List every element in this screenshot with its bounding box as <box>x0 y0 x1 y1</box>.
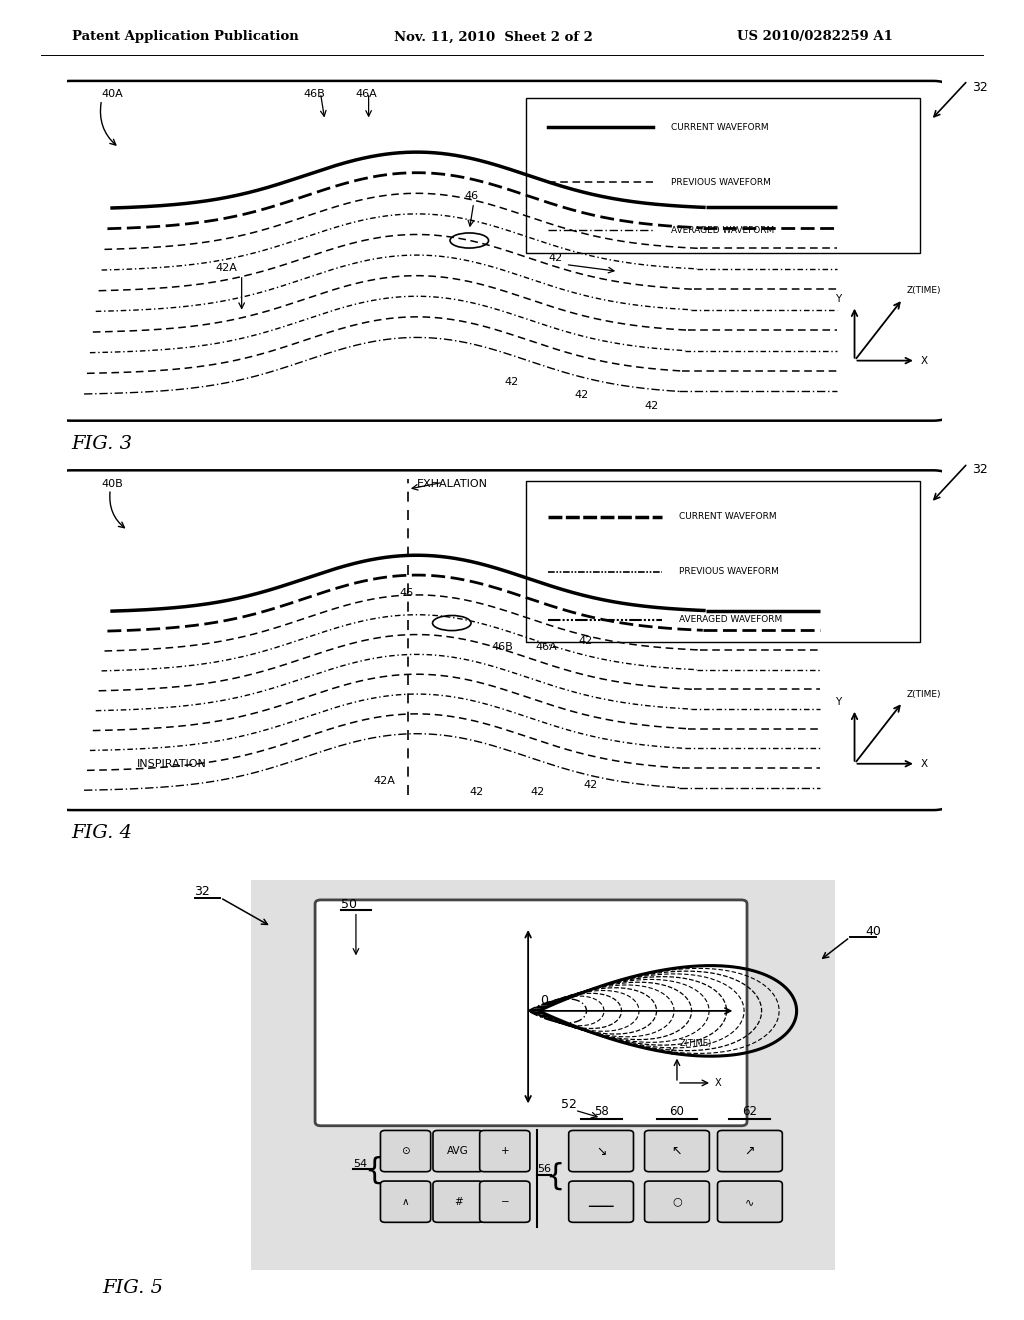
Text: 46B: 46B <box>492 643 513 652</box>
Text: 42: 42 <box>530 787 545 797</box>
Text: ↖: ↖ <box>672 1144 682 1158</box>
Text: CURRENT WAVEFORM: CURRENT WAVEFORM <box>671 123 768 132</box>
Text: #: # <box>454 1197 463 1206</box>
Text: 40: 40 <box>865 924 882 937</box>
Text: 46A: 46A <box>535 643 557 652</box>
Text: ○: ○ <box>672 1197 682 1206</box>
FancyBboxPatch shape <box>315 900 746 1126</box>
Text: 42: 42 <box>583 780 597 789</box>
Text: EXHALATION: EXHALATION <box>417 479 487 488</box>
FancyBboxPatch shape <box>479 1181 529 1222</box>
Text: US 2010/0282259 A1: US 2010/0282259 A1 <box>737 30 893 44</box>
Text: 32: 32 <box>195 884 210 898</box>
FancyBboxPatch shape <box>479 1130 529 1172</box>
Text: ↘: ↘ <box>596 1144 606 1158</box>
Text: 0: 0 <box>540 994 548 1007</box>
Text: 40A: 40A <box>101 90 123 99</box>
FancyBboxPatch shape <box>718 1130 782 1172</box>
FancyBboxPatch shape <box>57 81 946 421</box>
Text: Y: Y <box>836 294 842 304</box>
Text: 32: 32 <box>973 81 988 94</box>
Text: FIG. 4: FIG. 4 <box>72 824 133 842</box>
Text: 46: 46 <box>465 191 479 202</box>
FancyBboxPatch shape <box>433 1130 483 1172</box>
FancyBboxPatch shape <box>526 98 921 252</box>
Text: AVERAGED WAVEFORM: AVERAGED WAVEFORM <box>671 226 774 235</box>
Text: Y: Y <box>669 1047 674 1057</box>
Text: AVG: AVG <box>447 1146 469 1156</box>
Text: Z(TIME): Z(TIME) <box>680 1039 712 1048</box>
FancyBboxPatch shape <box>644 1130 710 1172</box>
FancyBboxPatch shape <box>381 1130 431 1172</box>
Text: 42: 42 <box>579 636 593 645</box>
Text: Z(TIME): Z(TIME) <box>907 689 941 698</box>
Text: Y: Y <box>836 697 842 708</box>
Text: −: − <box>501 1197 509 1206</box>
FancyBboxPatch shape <box>568 1130 634 1172</box>
Text: Patent Application Publication: Patent Application Publication <box>72 30 298 44</box>
Text: 54: 54 <box>353 1159 368 1168</box>
FancyBboxPatch shape <box>526 480 921 642</box>
Text: ⊙: ⊙ <box>401 1146 410 1156</box>
Text: 42A: 42A <box>373 776 395 787</box>
FancyBboxPatch shape <box>433 1181 483 1222</box>
Text: 42: 42 <box>644 401 658 411</box>
Text: 42: 42 <box>574 391 589 400</box>
Text: CURRENT WAVEFORM: CURRENT WAVEFORM <box>680 512 777 521</box>
Text: {: { <box>546 1162 565 1191</box>
FancyBboxPatch shape <box>57 470 946 810</box>
Text: FIG. 5: FIG. 5 <box>102 1279 164 1298</box>
Text: 60: 60 <box>670 1105 684 1118</box>
Text: 46: 46 <box>399 587 414 598</box>
Text: ∿: ∿ <box>745 1197 755 1206</box>
Text: 32: 32 <box>973 463 988 477</box>
FancyBboxPatch shape <box>718 1181 782 1222</box>
Text: +: + <box>501 1146 509 1156</box>
Text: 58: 58 <box>594 1105 608 1118</box>
Text: PREVIOUS WAVEFORM: PREVIOUS WAVEFORM <box>671 178 770 186</box>
Text: 42: 42 <box>504 376 518 387</box>
Text: X: X <box>921 759 928 768</box>
Text: 62: 62 <box>742 1105 758 1118</box>
Text: PREVIOUS WAVEFORM: PREVIOUS WAVEFORM <box>680 568 779 576</box>
Text: 40B: 40B <box>101 479 123 488</box>
Text: 46A: 46A <box>355 90 377 99</box>
Text: 46B: 46B <box>303 90 325 99</box>
Text: Z(TIME): Z(TIME) <box>907 286 941 296</box>
FancyBboxPatch shape <box>644 1181 710 1222</box>
FancyBboxPatch shape <box>240 873 846 1278</box>
Text: {: { <box>365 1156 384 1185</box>
Text: Nov. 11, 2010  Sheet 2 of 2: Nov. 11, 2010 Sheet 2 of 2 <box>394 30 593 44</box>
Text: 52: 52 <box>561 1098 577 1111</box>
Text: X: X <box>715 1078 722 1088</box>
Text: ▁▁▁: ▁▁▁ <box>589 1197 613 1206</box>
Text: AVERAGED WAVEFORM: AVERAGED WAVEFORM <box>680 615 782 624</box>
Text: ↗: ↗ <box>744 1144 755 1158</box>
FancyBboxPatch shape <box>381 1181 431 1222</box>
Text: 42A: 42A <box>215 264 238 273</box>
Text: 42: 42 <box>548 253 562 263</box>
Text: ∧: ∧ <box>401 1197 410 1206</box>
Text: 56: 56 <box>537 1164 551 1175</box>
FancyBboxPatch shape <box>568 1181 634 1222</box>
Text: X: X <box>921 355 928 366</box>
Text: 50: 50 <box>341 898 357 911</box>
Text: INSPIRATION: INSPIRATION <box>136 759 207 770</box>
Text: 42: 42 <box>469 787 483 797</box>
Text: FIG. 3: FIG. 3 <box>72 434 133 453</box>
